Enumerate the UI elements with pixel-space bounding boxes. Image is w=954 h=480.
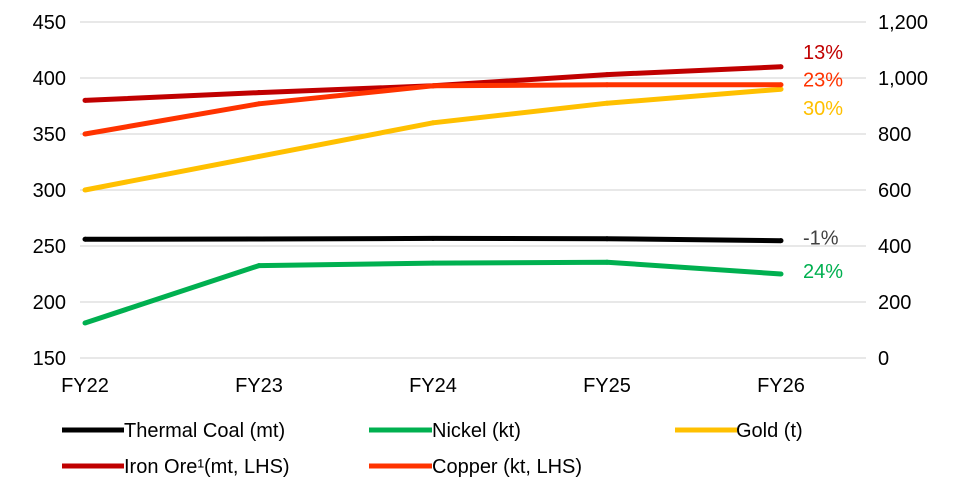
data-point-iron-ore [82, 97, 88, 103]
data-point-thermal-coal [430, 235, 436, 241]
data-point-gold [82, 187, 88, 193]
data-point-copper [604, 82, 610, 88]
x-tick-label: FY23 [235, 375, 283, 397]
right-y-axis: 1,200 1,000 800 600 400 200 0 [878, 12, 928, 370]
series-line-gold [84, 86, 782, 193]
gridlines [80, 21, 866, 359]
legend-label-gold: Gold (t) [736, 420, 803, 442]
data-point-nickel [778, 271, 784, 277]
y-left-tick-label: 300 [33, 180, 66, 202]
legend-item-gold: Gold (t) [675, 420, 803, 442]
y-right-tick-label: 400 [878, 236, 911, 258]
left-y-axis: 450 400 350 300 250 200 150 [33, 12, 66, 370]
x-tick-label: FY22 [61, 375, 109, 397]
y-left-tick-label: 200 [33, 292, 66, 314]
end-label-nickel: 24% [803, 261, 843, 283]
series-line-nickel [84, 259, 782, 326]
data-point-nickel [430, 260, 436, 266]
series-lines [82, 64, 784, 326]
legend-label-thermal-coal: Thermal Coal (mt) [124, 420, 285, 442]
end-label-thermal-coal: -1% [803, 228, 839, 250]
y-right-tick-label: 800 [878, 124, 911, 146]
legend-item-iron-ore: Iron Ore¹(mt, LHS) [62, 456, 290, 478]
y-left-tick-label: 400 [33, 68, 66, 90]
data-point-copper [778, 82, 784, 88]
end-label-iron-ore: 13% [803, 42, 843, 64]
legend-item-thermal-coal: Thermal Coal (mt) [62, 420, 285, 442]
data-point-nickel [604, 259, 610, 265]
data-point-gold [778, 86, 784, 92]
data-point-thermal-coal [82, 236, 88, 242]
y-right-tick-label: 0 [878, 348, 889, 370]
x-axis: FY22 FY23 FY24 FY25 FY26 [61, 375, 805, 397]
data-point-gold [430, 120, 436, 126]
y-right-tick-label: 200 [878, 292, 911, 314]
series-line-copper [84, 82, 781, 137]
data-point-copper [256, 101, 262, 107]
x-tick-label: FY26 [757, 375, 805, 397]
x-tick-label: FY25 [583, 375, 631, 397]
data-point-iron-ore [604, 72, 610, 78]
data-point-iron-ore [778, 64, 784, 70]
x-tick-label: FY24 [409, 375, 457, 397]
legend-item-nickel: Nickel (kt) [369, 420, 521, 442]
data-point-gold [604, 100, 610, 106]
y-right-tick-label: 1,200 [878, 12, 928, 34]
data-point-nickel [256, 263, 262, 269]
end-label-copper: 23% [803, 70, 843, 92]
legend-item-copper: Copper (kt, LHS) [369, 456, 582, 478]
data-point-thermal-coal [256, 236, 262, 242]
y-left-tick-label: 350 [33, 124, 66, 146]
y-right-tick-label: 1,000 [878, 68, 928, 90]
end-labels: -1% 24% 30% 13% 23% [803, 42, 843, 283]
end-label-gold: 30% [803, 98, 843, 120]
y-left-tick-label: 250 [33, 236, 66, 258]
legend-label-nickel: Nickel (kt) [432, 420, 521, 442]
legend-label-copper: Copper (kt, LHS) [432, 456, 582, 478]
data-point-copper [430, 83, 436, 89]
data-point-iron-ore [256, 90, 262, 96]
data-point-thermal-coal [604, 236, 610, 242]
legend-label-iron-ore: Iron Ore¹(mt, LHS) [124, 456, 290, 478]
legend: Thermal Coal (mt) Nickel (kt) Gold (t) I… [62, 420, 803, 478]
data-point-nickel [82, 320, 88, 326]
data-point-thermal-coal [778, 238, 784, 244]
data-point-gold [256, 153, 262, 159]
y-left-tick-label: 450 [33, 12, 66, 34]
data-point-copper [82, 131, 88, 137]
y-left-tick-label: 150 [33, 348, 66, 370]
y-right-tick-label: 600 [878, 180, 911, 202]
